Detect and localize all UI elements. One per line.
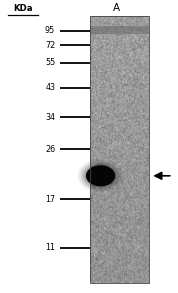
Ellipse shape — [95, 172, 106, 180]
Ellipse shape — [86, 165, 115, 186]
Ellipse shape — [94, 171, 107, 180]
Ellipse shape — [91, 169, 110, 183]
Ellipse shape — [89, 168, 112, 184]
Ellipse shape — [82, 163, 119, 189]
Ellipse shape — [94, 171, 108, 181]
Text: 34: 34 — [45, 113, 55, 122]
Ellipse shape — [81, 161, 121, 190]
Ellipse shape — [86, 165, 115, 186]
Text: 17: 17 — [45, 195, 55, 204]
Ellipse shape — [84, 164, 117, 188]
Text: KDa: KDa — [13, 4, 33, 13]
Ellipse shape — [92, 170, 109, 182]
Ellipse shape — [79, 160, 122, 191]
Text: 95: 95 — [45, 26, 55, 35]
Ellipse shape — [97, 173, 104, 178]
Ellipse shape — [98, 174, 103, 178]
Text: 55: 55 — [45, 59, 55, 67]
Text: 43: 43 — [45, 84, 55, 92]
Text: 72: 72 — [45, 41, 55, 50]
Ellipse shape — [90, 168, 111, 183]
Text: 26: 26 — [45, 145, 55, 154]
Ellipse shape — [93, 170, 108, 181]
Ellipse shape — [87, 166, 115, 186]
Ellipse shape — [89, 167, 112, 184]
Ellipse shape — [88, 167, 113, 185]
Text: 11: 11 — [45, 243, 55, 252]
Text: A: A — [113, 3, 120, 13]
Bar — [90, 16, 149, 283]
Ellipse shape — [87, 166, 114, 185]
Ellipse shape — [91, 169, 110, 182]
Ellipse shape — [96, 173, 105, 179]
Ellipse shape — [96, 172, 105, 179]
